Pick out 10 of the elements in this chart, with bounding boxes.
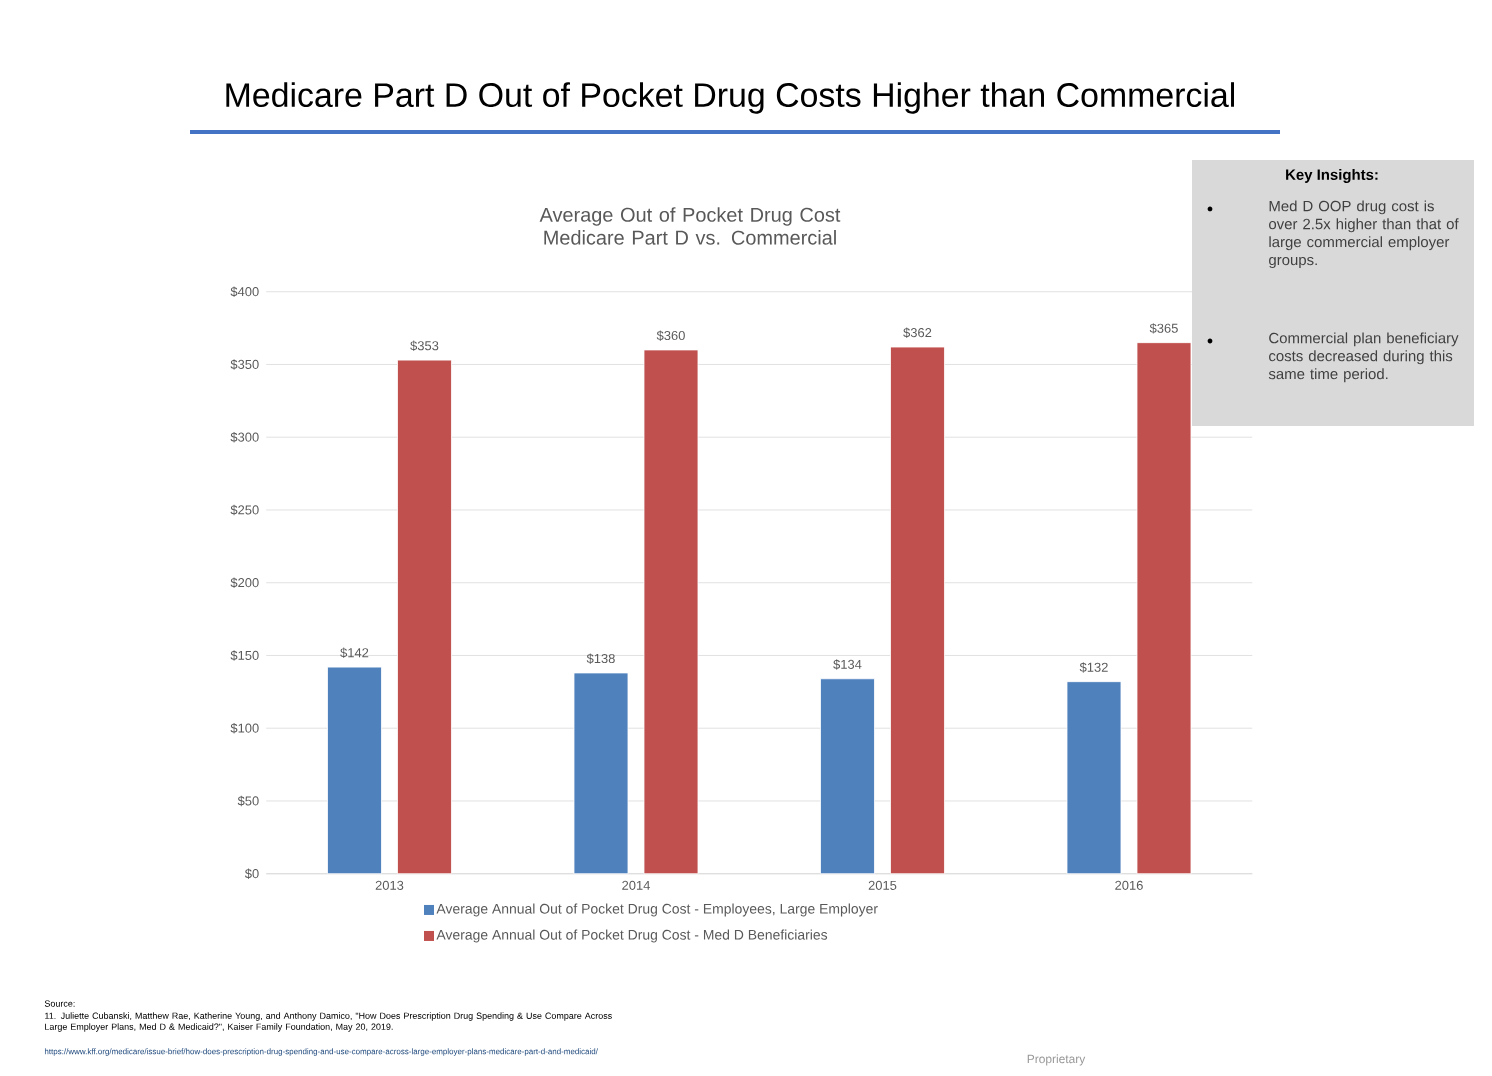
bar	[1066, 681, 1122, 875]
bar	[1136, 342, 1192, 875]
bar	[573, 672, 629, 875]
bar	[327, 666, 382, 875]
bar	[643, 349, 699, 875]
bar	[820, 678, 875, 875]
bar	[890, 346, 945, 875]
bar	[397, 359, 452, 875]
chart-title: Medicare Part D Out of Pocket Drug Costs Higher than Commercial	[226, 82, 1234, 114]
chart-subtitle: Average Out of Pocket Drug Cost Medicare Part D vs. Commercial	[539, 207, 841, 245]
